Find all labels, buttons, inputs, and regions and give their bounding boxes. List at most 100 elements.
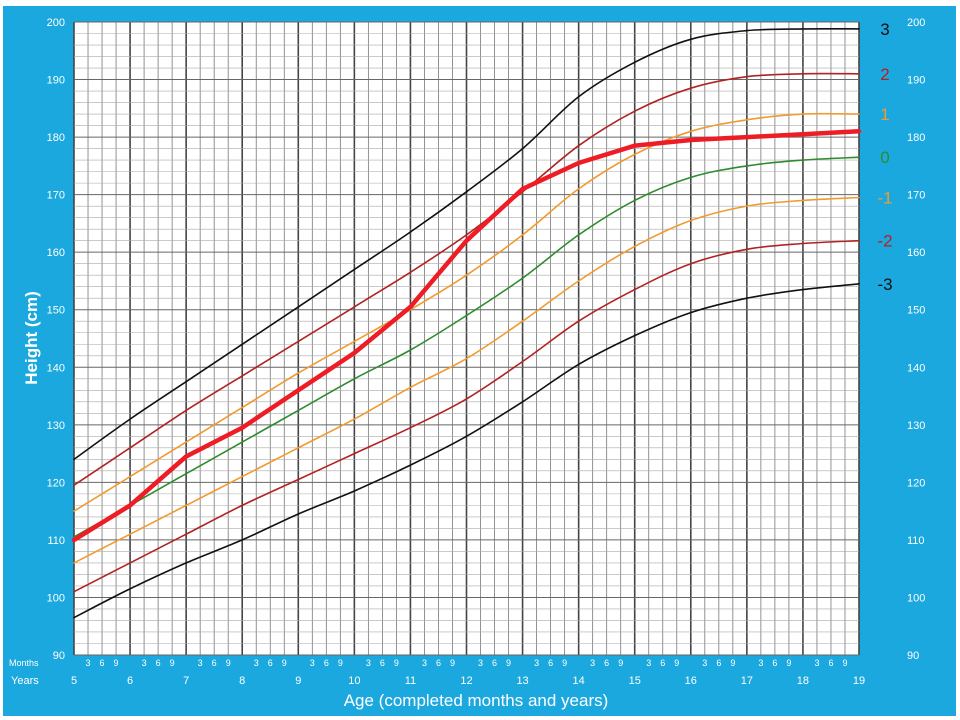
x-tick-month: 9 <box>450 658 455 668</box>
y-tick-right: 170 <box>907 190 925 202</box>
zscore-line <box>73 72 860 486</box>
zscore-label: 2 <box>880 65 889 84</box>
x-tick-month: 6 <box>324 658 329 668</box>
years-label: Years <box>11 675 39 687</box>
y-tick-right: 100 <box>907 592 925 604</box>
y-tick-right: 190 <box>907 75 925 87</box>
x-tick-year: 8 <box>239 675 245 687</box>
x-tick-year: 12 <box>460 675 472 687</box>
x-tick-year: 16 <box>685 675 697 687</box>
x-tick-month: 6 <box>100 658 105 668</box>
zscore-label: 1 <box>880 105 889 124</box>
zscore-line <box>73 112 860 512</box>
x-tick-month: 6 <box>828 658 833 668</box>
x-tick-month: 9 <box>170 658 175 668</box>
y-tick-left: 190 <box>47 75 65 87</box>
zscore-label: -3 <box>877 275 892 294</box>
x-tick-month: 3 <box>758 658 763 668</box>
zscore-line <box>73 239 860 593</box>
months-label: Months <box>9 658 39 668</box>
y-tick-left: 140 <box>47 362 65 374</box>
x-tick-month: 9 <box>114 658 119 668</box>
x-tick-month: 3 <box>422 658 427 668</box>
zscore-line <box>73 27 860 461</box>
y-tick-right: 150 <box>907 305 925 317</box>
x-tick-month: 3 <box>478 658 483 668</box>
x-tick-month: 9 <box>618 658 623 668</box>
x-tick-year: 5 <box>71 675 77 687</box>
y-tick-right: 180 <box>907 132 925 144</box>
x-tick-month: 9 <box>674 658 679 668</box>
y-tick-left: 180 <box>47 132 65 144</box>
x-tick-month: 3 <box>310 658 315 668</box>
x-tick-month: 3 <box>534 658 539 668</box>
y-tick-left: 130 <box>47 420 65 432</box>
x-tick-month: 6 <box>772 658 777 668</box>
x-tick-month: 6 <box>268 658 273 668</box>
series-lines <box>71 27 862 619</box>
zscore-label: 0 <box>880 148 889 167</box>
x-tick-year: 7 <box>183 675 189 687</box>
x-tick-year: 11 <box>405 675 416 687</box>
zscore-line <box>73 196 860 564</box>
y-tick-left: 150 <box>47 305 65 317</box>
x-tick-month: 6 <box>492 658 497 668</box>
x-tick-month: 9 <box>562 658 567 668</box>
y-tick-left: 90 <box>53 650 65 662</box>
x-tick-month: 3 <box>142 658 147 668</box>
chart-frame: 90 90 100 100 110 110 120 120 130 130 140 140 150 150… <box>3 6 956 716</box>
y-tick-right: 130 <box>907 420 925 432</box>
x-tick-year: 15 <box>629 675 641 687</box>
y-tick-left: 160 <box>47 247 65 259</box>
x-tick-month: 3 <box>366 658 371 668</box>
x-tick-month: 3 <box>198 658 203 668</box>
x-tick-year: 17 <box>741 675 753 687</box>
y-tick-left: 170 <box>47 190 65 202</box>
x-tick-month: 3 <box>702 658 707 668</box>
x-tick-month: 6 <box>436 658 441 668</box>
x-tick-month: 9 <box>786 658 791 668</box>
x-tick-month: 6 <box>380 658 385 668</box>
zscore-line <box>73 283 860 619</box>
x-tick-month: 9 <box>338 658 343 668</box>
zscore-label: 3 <box>880 20 889 39</box>
y-tick-left: 110 <box>47 535 65 547</box>
x-axis-title: Age (completed months and years) <box>344 691 609 710</box>
x-tick-month: 9 <box>842 658 847 668</box>
x-tick-month: 6 <box>716 658 721 668</box>
x-tick-month: 9 <box>730 658 735 668</box>
x-tick-year: 19 <box>853 675 865 687</box>
x-tick-month: 6 <box>156 658 161 668</box>
y-tick-left: 120 <box>47 477 65 489</box>
x-tick-month: 9 <box>506 658 511 668</box>
y-tick-left: 100 <box>47 592 65 604</box>
x-tick-year: 6 <box>127 675 133 687</box>
y-tick-right: 110 <box>907 535 925 547</box>
x-tick-year: 9 <box>295 675 301 687</box>
x-tick-month: 6 <box>548 658 553 668</box>
x-tick-year: 14 <box>573 675 585 687</box>
x-tick-month: 6 <box>604 658 609 668</box>
patient-height-line <box>71 129 862 543</box>
y-tick-right: 90 <box>907 650 919 662</box>
zscore-label: -2 <box>877 232 892 251</box>
x-tick-month: 9 <box>282 658 287 668</box>
x-tick-month: 9 <box>226 658 231 668</box>
grid <box>73 21 860 656</box>
y-tick-right: 160 <box>907 247 925 259</box>
x-tick-month: 3 <box>590 658 595 668</box>
x-tick-year: 10 <box>348 675 360 687</box>
zscore-line <box>73 156 860 538</box>
x-tick-month: 6 <box>212 658 217 668</box>
zscore-label: -1 <box>877 189 892 208</box>
x-tick-year: 18 <box>797 675 809 687</box>
y-tick-right: 120 <box>907 477 925 489</box>
x-tick-month: 3 <box>646 658 651 668</box>
y-tick-right: 200 <box>907 17 925 29</box>
x-tick-month: 9 <box>394 658 399 668</box>
y-axis-title: Height (cm) <box>22 291 41 385</box>
x-tick-year: 13 <box>516 675 528 687</box>
x-tick-month: 3 <box>814 658 819 668</box>
